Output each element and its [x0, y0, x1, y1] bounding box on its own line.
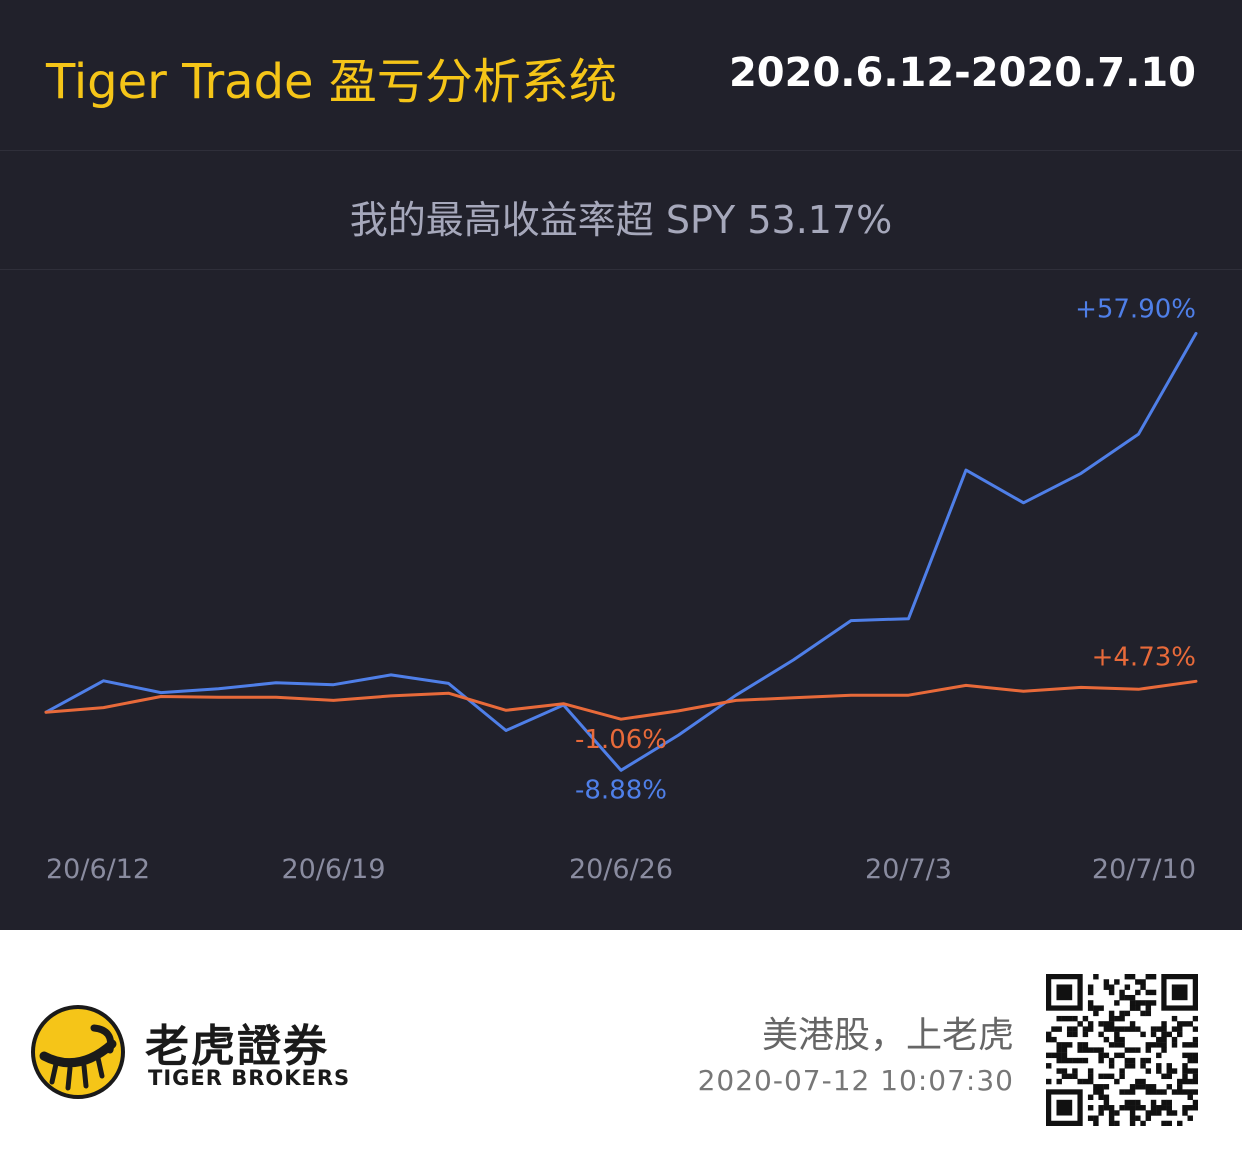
date-range[interactable]: 2020.6.12-2020.7.10: [728, 50, 1196, 96]
qr-code-icon[interactable]: [1046, 974, 1198, 1126]
app-title: Tiger Trade 盈亏分析系统: [46, 54, 617, 110]
data-label-spy-20: +4.73%: [1092, 642, 1196, 672]
x-tick-label: 20/6/12: [46, 854, 150, 885]
x-tick-label: 20/6/19: [281, 854, 385, 885]
x-tick-label: 20/6/26: [569, 854, 673, 885]
summary-bar: 我的最高收益率超 SPY 53.17%: [0, 151, 1242, 270]
x-tick-label: 20/7/10: [1092, 854, 1196, 885]
timestamp: 2020-07-12 10:07:30: [697, 1064, 1014, 1097]
performance-chart: -8.88% +57.90% -1.06% +4.73% 20/6/12 20/6/19 2…: [44, 294, 1198, 885]
data-label-spy-10: -1.06%: [575, 725, 667, 755]
data-label-portfolio-20: +57.90%: [1075, 294, 1196, 324]
footer: 老虎證券 TIGER BROKERS 美港股，上老虎 2020-07-12 10…: [0, 930, 1242, 1170]
data-label-portfolio-10: -8.88%: [575, 775, 667, 805]
dark-panel: [0, 0, 1242, 930]
summary-text: 我的最高收益率超 SPY 53.17%: [349, 198, 893, 242]
x-tick-label: 20/7/3: [865, 854, 952, 885]
brand-name-en: TIGER BROKERS: [148, 1066, 351, 1090]
slogan: 美港股，上老虎: [761, 1015, 1014, 1056]
header: Tiger Trade 盈亏分析系统 2020.6.12-2020.7.10: [0, 0, 1242, 151]
tiger-logo-icon: [31, 1005, 125, 1099]
series-line-spy: [44, 679, 1198, 721]
series-line-portfolio: [44, 331, 1198, 772]
brand-name-cn: 老虎證券: [145, 1021, 329, 1072]
